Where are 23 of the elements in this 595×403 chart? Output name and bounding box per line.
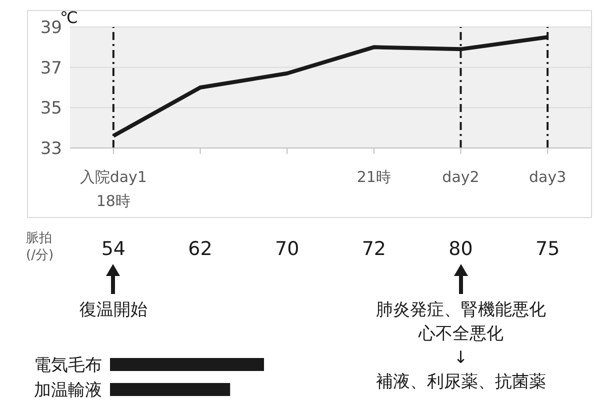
x-tick-label: 入院day1 18時 xyxy=(80,168,147,210)
y-tick-label: 33 xyxy=(40,139,62,160)
y-tick-label: 39 xyxy=(40,18,62,38)
y-tick-label: 電気毛布 xyxy=(34,356,102,376)
x-tick-label: day3 xyxy=(529,168,566,186)
data-label: 72 xyxy=(360,238,387,260)
text: 補液、利尿薬、抗菌薬 xyxy=(374,371,547,394)
data-label: 80 xyxy=(448,238,474,260)
text: 復温開始 xyxy=(78,299,148,322)
data-label: 75 xyxy=(534,238,561,260)
text: ↓ xyxy=(452,347,469,370)
x-tick-label: 21時 xyxy=(356,168,391,186)
data-label: 54 xyxy=(100,238,126,260)
text: 心不全悪化 xyxy=(417,323,504,346)
y-tick-label: 35 xyxy=(40,98,62,119)
text: 肺炎発症、腎機能悪化 xyxy=(374,299,547,322)
y-axis-title: ℃ xyxy=(60,8,78,27)
text: 脈拍(/分) xyxy=(26,230,55,264)
data-label: 62 xyxy=(187,238,214,260)
data-label: 70 xyxy=(274,238,300,260)
y-tick-label: 加温輸液 xyxy=(34,380,102,401)
y-tick-label: 37 xyxy=(40,58,62,78)
x-tick-label: day2 xyxy=(442,168,480,186)
